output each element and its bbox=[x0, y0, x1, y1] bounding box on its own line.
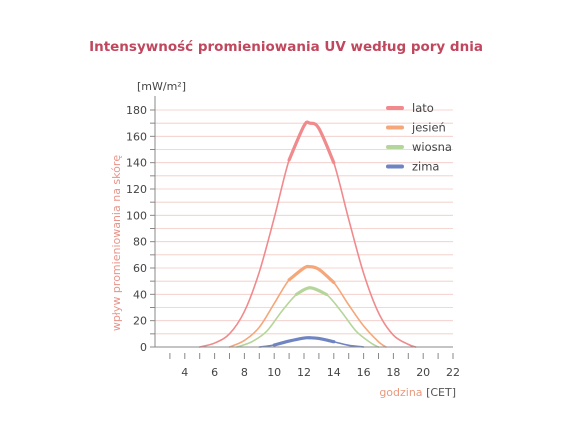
chart-title: Intensywność promieniowania UV według po… bbox=[89, 39, 483, 55]
x-tick-label: 16 bbox=[357, 366, 371, 379]
series-peak-zima bbox=[272, 336, 336, 347]
y-tick-label: 140 bbox=[126, 157, 147, 170]
y-tick-label: 60 bbox=[133, 262, 147, 275]
y-tick-label: 180 bbox=[126, 104, 147, 117]
y-tick-label: 160 bbox=[126, 130, 147, 143]
x-tick-label: 8 bbox=[241, 366, 248, 379]
x-tick-labels: 4 6 8 10 12 14 16 18 20 22 bbox=[181, 366, 460, 379]
x-tick-label: 20 bbox=[416, 366, 430, 379]
legend-label: zima bbox=[412, 160, 439, 174]
y-axis-label: wpływ promieniowania na skórę bbox=[110, 155, 123, 332]
series-areas bbox=[198, 120, 417, 348]
legend-label: wiosna bbox=[412, 140, 452, 154]
x-tick-label: 10 bbox=[267, 366, 281, 379]
y-tick-label: 80 bbox=[133, 236, 147, 249]
series-outline-lato bbox=[198, 121, 417, 348]
axes bbox=[150, 96, 454, 359]
legend: lato jesień wiosna zima bbox=[386, 101, 452, 174]
series-peak-jesien bbox=[287, 264, 336, 285]
x-axis-label-unit: [CET] bbox=[426, 386, 456, 399]
y-tick-label: 0 bbox=[140, 341, 147, 354]
legend-label: jesień bbox=[411, 121, 446, 135]
legend-label: lato bbox=[412, 101, 434, 115]
y-tick-label: 40 bbox=[133, 288, 147, 301]
x-tick-label: 22 bbox=[446, 366, 460, 379]
series-peak-wiosna bbox=[294, 286, 328, 296]
y-tick-labels: 0 20 40 60 80 100 120 140 160 180 bbox=[126, 104, 147, 354]
x-axis-label: godzina [CET] bbox=[379, 386, 456, 399]
series-peak-lato bbox=[287, 120, 336, 165]
x-axis-label-main: godzina bbox=[379, 386, 422, 399]
x-tick-label: 18 bbox=[386, 366, 400, 379]
y-unit-label: [mW/m²] bbox=[137, 80, 186, 93]
x-tick-label: 14 bbox=[327, 366, 341, 379]
grid-lines bbox=[155, 109, 453, 335]
x-tick-label: 4 bbox=[181, 366, 188, 379]
series-outline-jesien bbox=[228, 265, 387, 348]
y-tick-label: 20 bbox=[133, 315, 147, 328]
y-tick-label: 120 bbox=[126, 183, 147, 196]
x-tick-label: 12 bbox=[297, 366, 311, 379]
x-tick-label: 6 bbox=[211, 366, 218, 379]
y-tick-label: 100 bbox=[126, 209, 147, 222]
